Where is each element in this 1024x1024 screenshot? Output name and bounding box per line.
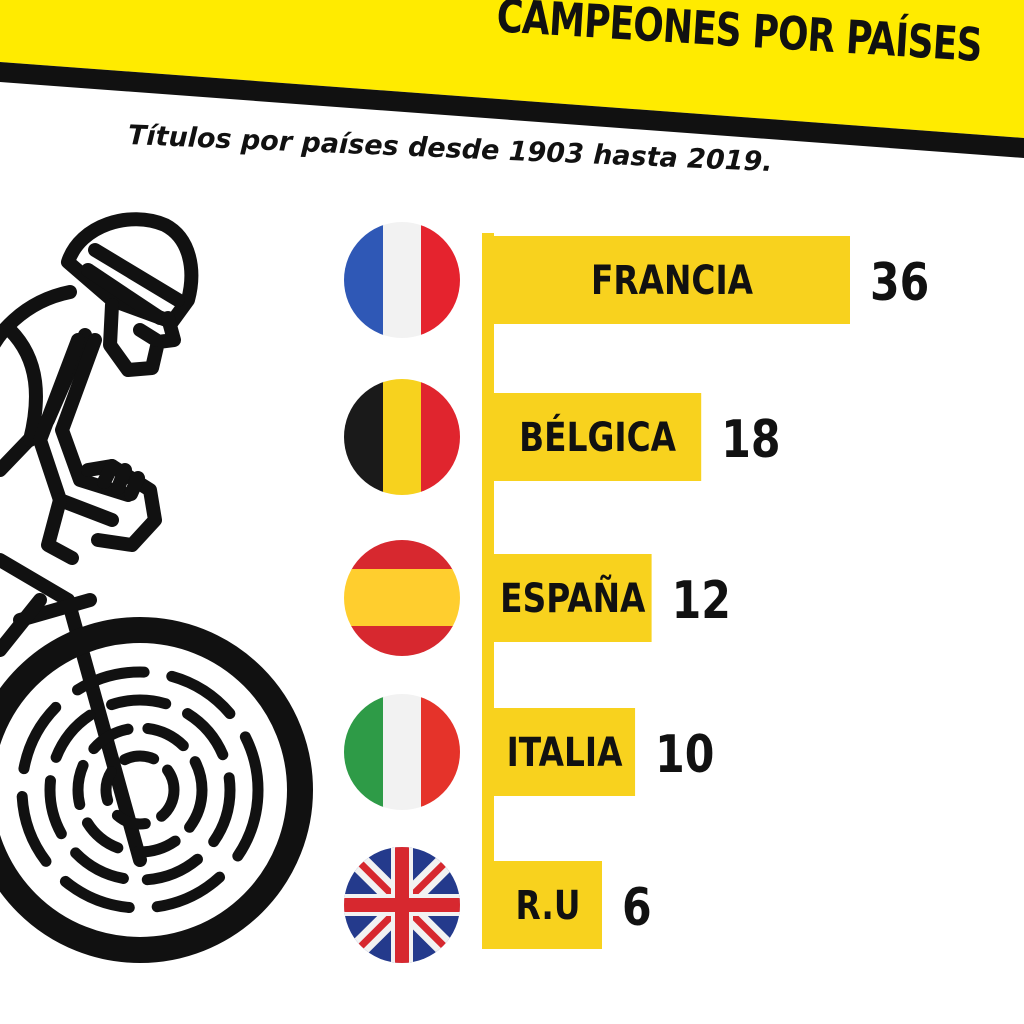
italy-flag-icon	[344, 694, 460, 810]
value-label: 10	[655, 725, 714, 785]
category-label: R.U	[516, 882, 581, 929]
bar-0	[482, 236, 850, 324]
spain-flag-icon	[344, 540, 460, 656]
cyclist-icon	[0, 212, 313, 963]
value-label: 6	[622, 878, 652, 938]
category-label: FRANCIA	[591, 257, 754, 304]
belgium-flag-icon	[344, 379, 460, 495]
france-flag-icon	[344, 222, 460, 338]
bar-4	[482, 861, 602, 949]
category-label: ITALIA	[507, 729, 623, 776]
bar-1	[482, 393, 702, 481]
bar-3	[482, 708, 636, 796]
uk-flag-icon	[344, 847, 460, 963]
header-band	[0, 0, 1024, 158]
value-label: 12	[672, 571, 731, 631]
header-yellow-band	[0, 0, 1024, 138]
category-label: ESPAÑA	[500, 574, 646, 622]
header-black-stripe	[0, 62, 1024, 158]
value-label: 36	[870, 253, 929, 313]
category-label: BÉLGICA	[519, 413, 676, 461]
bar-2	[482, 554, 652, 642]
value-label: 18	[721, 410, 780, 470]
